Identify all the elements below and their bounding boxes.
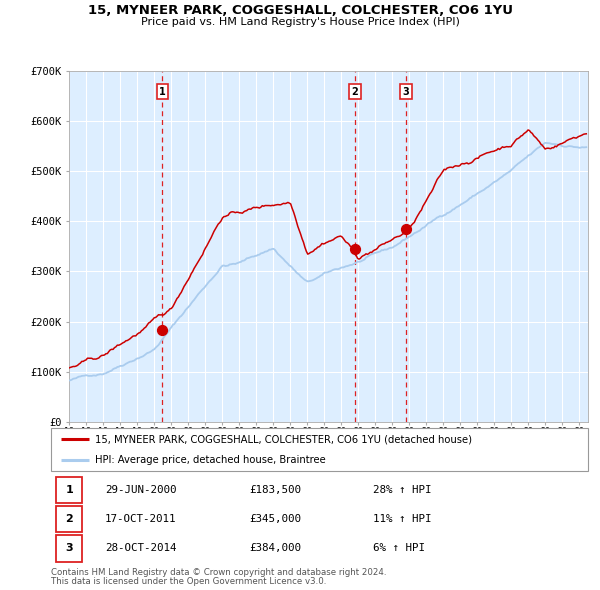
FancyBboxPatch shape [56, 506, 82, 532]
Point [401, 225, 411, 234]
Text: 2: 2 [352, 87, 358, 97]
FancyBboxPatch shape [56, 535, 82, 562]
Text: 15, MYNEER PARK, COGGESHALL, COLCHESTER, CO6 1YU: 15, MYNEER PARK, COGGESHALL, COLCHESTER,… [88, 4, 512, 17]
FancyBboxPatch shape [56, 477, 82, 503]
Text: 17-OCT-2011: 17-OCT-2011 [105, 514, 176, 524]
Text: £345,000: £345,000 [250, 514, 302, 524]
Text: £183,500: £183,500 [250, 485, 302, 495]
Text: 29-JUN-2000: 29-JUN-2000 [105, 485, 176, 495]
Text: 1: 1 [159, 87, 166, 97]
Text: 6% ↑ HPI: 6% ↑ HPI [373, 543, 425, 553]
Text: 1: 1 [65, 485, 73, 495]
Text: £384,000: £384,000 [250, 543, 302, 553]
Text: Contains HM Land Registry data © Crown copyright and database right 2024.: Contains HM Land Registry data © Crown c… [51, 568, 386, 576]
Text: 3: 3 [65, 543, 73, 553]
Text: Price paid vs. HM Land Registry's House Price Index (HPI): Price paid vs. HM Land Registry's House … [140, 17, 460, 27]
Text: 11% ↑ HPI: 11% ↑ HPI [373, 514, 432, 524]
Text: 2: 2 [65, 514, 73, 524]
Text: 3: 3 [403, 87, 409, 97]
Point [158, 325, 167, 335]
Text: 28% ↑ HPI: 28% ↑ HPI [373, 485, 432, 495]
Text: This data is licensed under the Open Government Licence v3.0.: This data is licensed under the Open Gov… [51, 577, 326, 586]
Text: HPI: Average price, detached house, Braintree: HPI: Average price, detached house, Brai… [95, 455, 326, 465]
FancyBboxPatch shape [51, 428, 588, 471]
Text: 28-OCT-2014: 28-OCT-2014 [105, 543, 176, 553]
Point [350, 244, 359, 254]
Text: 15, MYNEER PARK, COGGESHALL, COLCHESTER, CO6 1YU (detached house): 15, MYNEER PARK, COGGESHALL, COLCHESTER,… [95, 434, 472, 444]
